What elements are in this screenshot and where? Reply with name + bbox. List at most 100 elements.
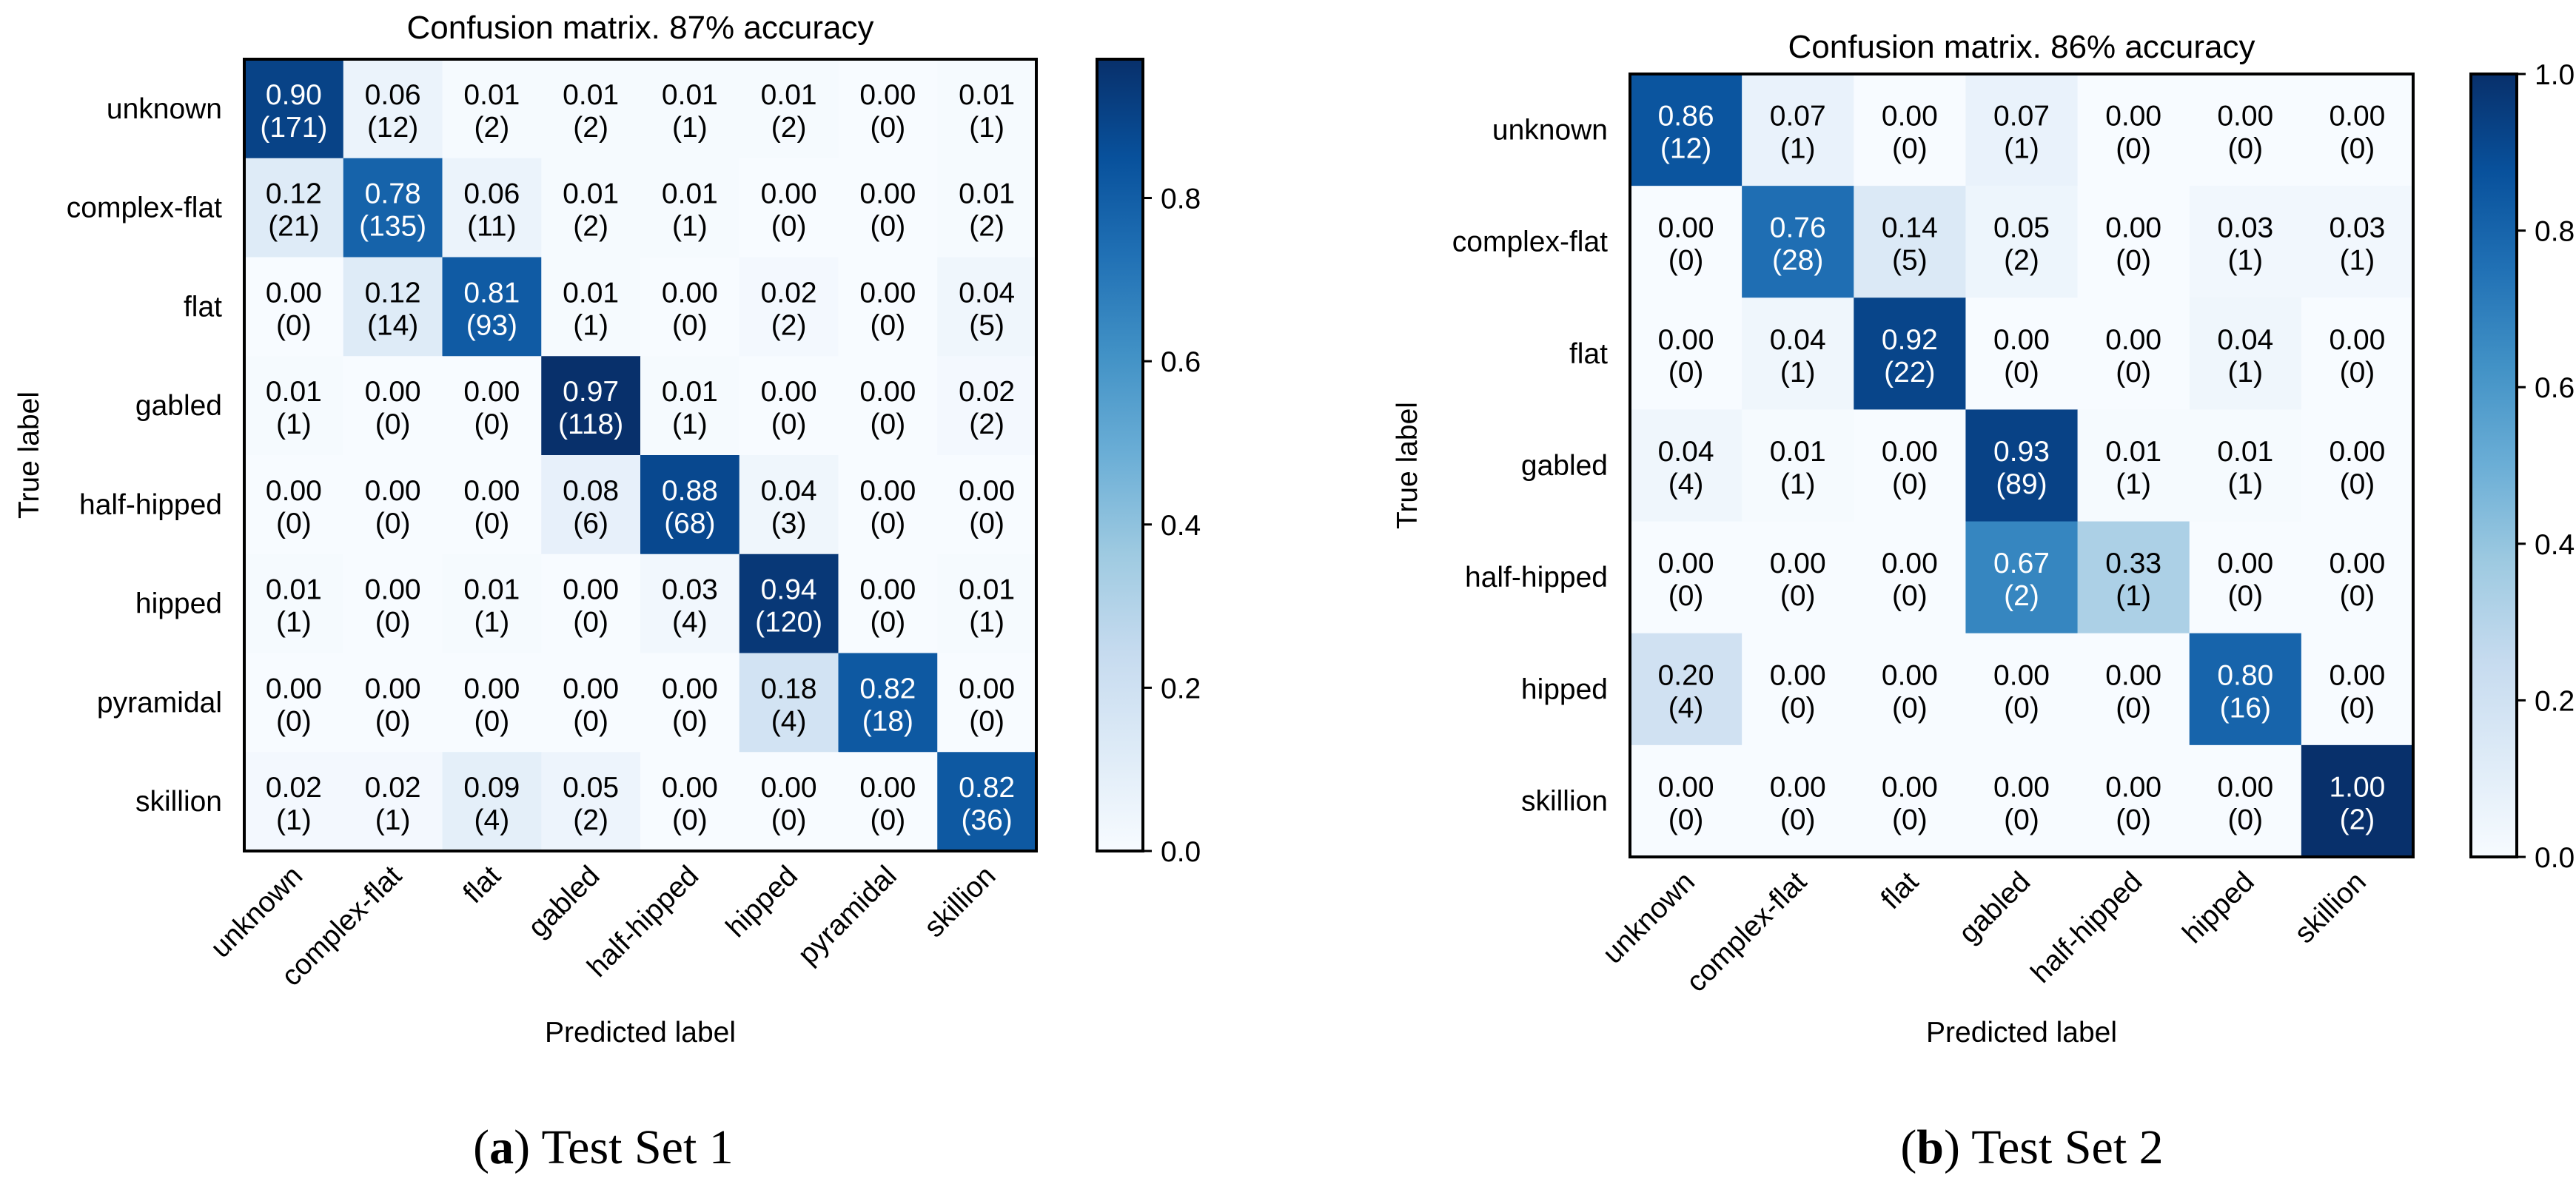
x-tick-label: flat [1875,866,1925,915]
y-tick-label: gabled [1521,450,1608,482]
cell-count-label: (1) [2227,357,2263,388]
heatmap-cell [838,356,938,456]
colorbar [2469,73,2518,858]
cell-count-label: (0) [1892,580,1928,612]
heatmap-cell [2077,409,2190,522]
cell-value-label: 0.12 [365,277,421,309]
x-tick-label: complex-flat [1680,866,1813,998]
heatmap-cell [640,158,740,258]
cell-count-label: (2) [2004,580,2039,612]
cell-count-label: (0) [871,211,906,243]
cell-value-label: 0.04 [2217,324,2273,356]
cell-value-label: 0.00 [2329,324,2385,356]
x-tick-label: unknown [1597,866,1701,970]
cell-value-label: 0.00 [365,574,421,606]
heatmap-cell [640,752,740,852]
colorbar [1096,58,1144,852]
cell-value-label: 0.00 [662,772,718,804]
cell-value-label: 0.00 [959,475,1015,507]
heatmap-cell [541,752,641,852]
heatmap-cell [244,653,344,753]
cell-value-label: 0.01 [2105,436,2161,468]
cell-value-label: 0.90 [266,79,322,111]
cell-value-label: 0.00 [1658,212,1714,244]
x-tick-label: skillion [2289,866,2372,949]
cell-value-label: 0.00 [463,376,520,408]
cell-value-label: 0.82 [959,772,1015,804]
cell-count-label: (16) [2220,692,2271,724]
x-tick-label: hipped [2176,866,2260,949]
cell-value-label: 0.00 [662,277,718,309]
heatmap-cell [739,455,839,555]
heatmap-cell [541,554,641,653]
heatmap-cell [937,257,1037,357]
heatmap-cell [2301,297,2414,410]
cell-value-label: 0.00 [1882,101,1938,132]
cell-count-label: (0) [871,508,906,539]
heatmap-cell [838,59,938,159]
cell-count-label: (0) [771,211,807,243]
heatmap-cell [739,356,839,456]
cell-value-label: 0.01 [662,178,718,210]
cell-count-label: (0) [969,508,1004,539]
cell-count-label: (2) [2004,245,2039,277]
colorbar-tick-label: 0.4 [1161,510,1201,542]
cell-value-label: 0.09 [463,772,520,804]
cell-count-label: (1) [276,804,312,836]
cell-value-label: 0.00 [2217,771,2273,803]
heatmap-cell [739,158,839,258]
cell-value-label: 0.03 [2329,212,2385,244]
heatmap-cell [541,455,641,555]
cell-value-label: 0.02 [959,376,1015,408]
cell-count-label: (1) [2340,245,2375,277]
heatmap-cell [2301,186,2414,298]
cell-value-label: 0.78 [365,178,421,210]
heatmap-cell [1854,744,1966,858]
heatmap-cell [838,554,938,653]
heatmap-cell [1965,186,2079,298]
cell-count-label: (2) [771,309,807,341]
cell-count-label: (120) [755,607,822,639]
heatmap-cell [1854,186,1966,298]
x-tick-label: flat [457,860,507,909]
cell-count-label: (1) [672,408,708,440]
heatmap-cell [343,356,443,456]
cell-value-label: 0.00 [2329,436,2385,468]
heatmap-cell [2077,521,2190,634]
cell-count-label: (0) [2116,357,2151,388]
heatmap-cell [739,554,839,653]
cell-value-label: 0.00 [1658,324,1714,356]
cell-count-label: (4) [1668,468,1704,500]
cell-count-label: (4) [771,705,807,737]
cell-count-label: (0) [1668,580,1704,612]
heatmap-cell [937,554,1037,653]
cell-value-label: 0.00 [859,178,916,210]
heatmap-cell [1965,74,2079,186]
heatmap-cell [2301,409,2414,522]
heatmap-cell [1965,297,2079,410]
subfigure-caption: (b) Test Set 2 [1900,1120,2163,1174]
cell-value-label: 0.01 [959,79,1015,111]
heatmap-cell [541,257,641,357]
heatmap-cell [1742,409,1854,522]
cell-value-label: 0.82 [859,673,916,704]
heatmap-cell [739,653,839,753]
heatmap-cell [1742,633,1854,746]
y-tick-label: half-hipped [79,489,222,521]
heatmap-cell [541,356,641,456]
cell-count-label: (1) [2227,245,2263,277]
cell-value-label: 0.00 [365,673,421,704]
cell-value-label: 0.76 [1770,212,1826,244]
x-tick-label: skillion [918,860,1002,944]
cell-count-label: (2) [969,408,1004,440]
cell-count-label: (0) [474,408,510,440]
cell-value-label: 0.00 [2105,659,2161,691]
cell-value-label: 0.06 [365,79,421,111]
heatmap-cell [937,59,1037,159]
cell-value-label: 0.01 [761,79,817,111]
cell-count-label: (12) [367,112,418,144]
cell-count-label: (0) [1668,804,1704,835]
cell-count-label: (1) [2116,468,2151,500]
x-tick-label: hipped [720,860,804,944]
cell-value-label: 0.67 [1993,548,2050,579]
